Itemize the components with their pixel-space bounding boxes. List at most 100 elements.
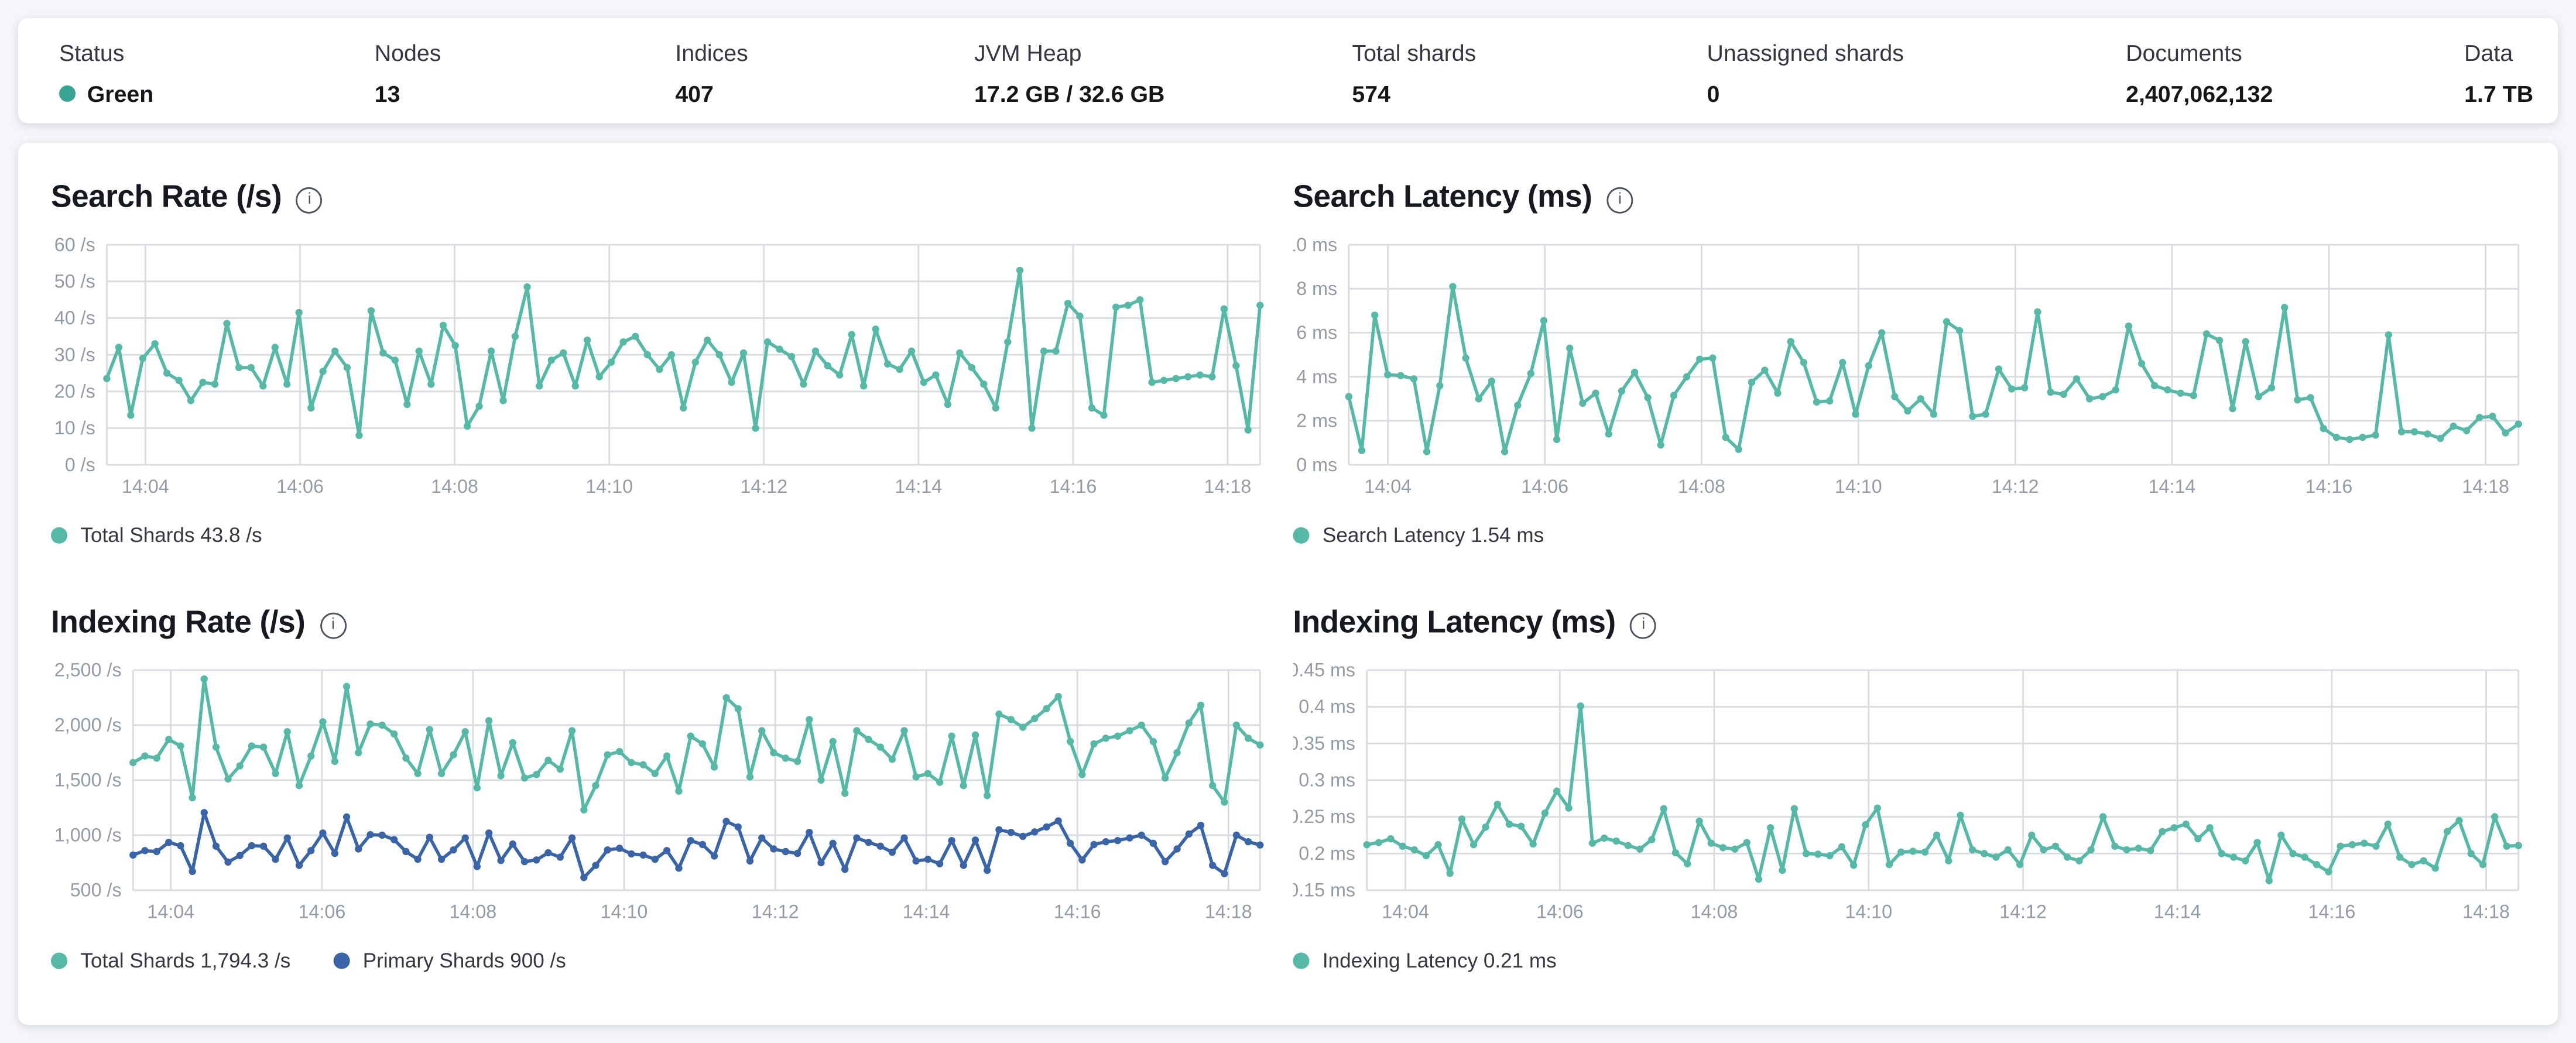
indexing-rate-legend: Total Shards 1,794.3 /s Primary Shards 90… (50, 948, 1273, 974)
stat-total-shards: Total shards 574 (1352, 39, 1476, 107)
x-axis-tick-label: 14:06 (299, 901, 346, 922)
legend-dot-icon (1293, 952, 1310, 969)
x-axis-tick-label: 14:04 (1382, 901, 1429, 922)
stat-value: 13 (374, 80, 400, 107)
x-axis-tick-label: 14:04 (1364, 476, 1412, 497)
x-axis-tick-label: 14:16 (2306, 476, 2353, 497)
search-rate-chart[interactable]: 0 /s 10 /s 20 /s 30 /s 40 /s 50 /s 60 /s 14:04 1… (51, 234, 1273, 512)
y-axis-tick-label: 0.4 ms (1299, 696, 1355, 717)
search-rate-plot[interactable]: 0 /s 10 /s 20 /s 30 /s 40 /s 50 /s 60 /s 14:04 1… (51, 234, 1267, 504)
y-axis-tick-label: 500 /s (70, 880, 122, 901)
stat-label: Status (59, 39, 125, 66)
y-axis-tick-label: 1,500 /s (54, 770, 122, 791)
y-axis-tick-label: 2 ms (1296, 410, 1337, 431)
stat-label: Data (2464, 39, 2513, 66)
x-axis-tick-label: 14:10 (585, 476, 633, 497)
stat-documents: Documents 2,407,062,132 (2126, 39, 2273, 107)
indexing-latency-chart[interactable]: 0.15 ms 0.2 ms 0.25 ms 0.3 ms 0.35 ms 0.4 ms 0… (1288, 660, 2528, 938)
x-axis-tick-label: 14:08 (1691, 901, 1738, 922)
y-axis-tick-label: 0.3 ms (1299, 770, 1355, 791)
legend-item[interactable]: Total Shards 1,794.3 /s (50, 949, 291, 973)
y-axis-tick-label: 2,000 /s (54, 715, 122, 736)
legend-dot-icon (50, 952, 68, 969)
y-axis-tick-label: 4 ms (1296, 366, 1337, 387)
y-axis-tick-label: 0.2 ms (1299, 843, 1355, 864)
x-axis-tick-label: 14:18 (1205, 901, 1252, 922)
y-axis-tick-label: 1,000 /s (54, 825, 122, 846)
chart-title: Search Rate (/s) (50, 180, 282, 215)
y-axis-tick-label: 0.25 ms (1293, 806, 1355, 827)
x-axis-tick-label: 14:06 (1536, 901, 1584, 922)
stat-label: Unassigned shards (1707, 39, 1904, 66)
stat-unassigned-shards: Unassigned shards 0 (1707, 39, 1904, 107)
search-latency-panel: Search Latency (ms) i 0 ms 2 ms 4 ms 6 ms 8 … (1286, 179, 2528, 548)
stat-label: Nodes (374, 39, 441, 66)
legend-item[interactable]: Total Shards 43.8 /s (50, 524, 262, 547)
legend-item[interactable]: Search Latency 1.54 ms (1293, 524, 1544, 547)
indexing-rate-chart[interactable]: 500 /s 1,000 /s 1,500 /s 2,000 /s 2,500 /s 14… (51, 660, 1273, 938)
x-axis-tick-label: 14:12 (752, 901, 799, 922)
y-axis-tick-label: 8 ms (1296, 278, 1337, 299)
stat-data-size: Data 1.7 TB (2464, 39, 2533, 107)
indexing-rate-panel: Indexing Rate (/s) i 500 /s 1,000 /s 1,500… (50, 605, 1273, 974)
health-status-icon (59, 85, 76, 102)
search-latency-chart[interactable]: 0 ms 2 ms 4 ms 6 ms 8 ms 10 ms 14:04 14:06 14:08… (1286, 234, 2528, 512)
indexing-rate-plot[interactable]: 500 /s 1,000 /s 1,500 /s 2,000 /s 2,500 /s 14… (51, 660, 1267, 929)
stat-value: 17.2 GB / 32.6 GB (974, 80, 1165, 107)
legend-label: Total Shards 1,794.3 /s (80, 949, 291, 973)
x-axis-tick-label: 14:08 (431, 476, 478, 497)
y-axis-tick-label: 0.15 ms (1293, 880, 1355, 901)
x-axis-tick-label: 14:16 (1054, 901, 1101, 922)
stat-value: 2,407,062,132 (2126, 80, 2273, 107)
stat-value: 1.7 TB (2464, 80, 2534, 107)
y-axis-tick-label: 50 /s (54, 270, 95, 291)
x-axis-tick-label: 14:12 (740, 476, 787, 497)
status-value-text: Green (87, 80, 154, 107)
y-axis-tick-label: 60 /s (54, 235, 95, 255)
x-axis-tick-label: 14:18 (2462, 901, 2510, 922)
info-icon[interactable]: i (1606, 187, 1633, 214)
chart-title: Indexing Latency (ms) (1293, 606, 1616, 641)
stat-label: Indices (675, 39, 748, 66)
y-axis-tick-label: 30 /s (54, 344, 95, 365)
stat-label: Total shards (1352, 39, 1477, 66)
x-axis-tick-label: 14:14 (2154, 901, 2201, 922)
legend-label: Primary Shards 900 /s (362, 949, 566, 973)
x-axis-tick-label: 14:16 (1050, 476, 1097, 497)
indexing-latency-plot[interactable]: 0.15 ms 0.2 ms 0.25 ms 0.3 ms 0.35 ms 0.4 ms 0… (1288, 660, 2525, 929)
chart-title: Indexing Rate (/s) (50, 606, 306, 641)
x-axis-tick-label: 14:04 (147, 901, 194, 922)
y-axis-tick-label: 20 /s (54, 380, 95, 402)
stat-status: Status Green (59, 39, 153, 107)
y-axis-tick-label: 2,500 /s (54, 660, 122, 681)
search-latency-legend: Search Latency 1.54 ms (1293, 522, 2528, 548)
y-axis-tick-label: 0 ms (1296, 454, 1337, 475)
y-axis-tick-label: 0.35 ms (1293, 733, 1355, 754)
x-axis-tick-label: 14:18 (1204, 476, 1252, 497)
stat-label: JVM Heap (974, 39, 1082, 66)
stat-nodes: Nodes 13 (375, 39, 441, 107)
y-axis-tick-label: 0.45 ms (1293, 660, 1355, 681)
info-icon[interactable]: i (1630, 612, 1657, 639)
x-axis-tick-label: 14:18 (2462, 476, 2509, 497)
x-axis-tick-label: 14:08 (1678, 476, 1725, 497)
legend-dot-icon (333, 952, 350, 969)
info-icon[interactable]: i (296, 187, 323, 214)
x-axis-tick-label: 14:06 (276, 476, 324, 497)
y-axis-tick-label: 10 ms (1293, 235, 1337, 255)
x-axis-tick-label: 14:10 (1845, 901, 1892, 922)
metrics-panel: Search Rate (/s) i 0 /s 10 /s 20 /s 30 /s 40… (18, 143, 2558, 1025)
search-latency-plot[interactable]: 0 ms 2 ms 4 ms 6 ms 8 ms 10 ms 14:04 14:06 14:08… (1286, 234, 2525, 504)
legend-dot-icon (1293, 527, 1310, 544)
x-axis-tick-label: 14:12 (1999, 901, 2047, 922)
stat-label: Documents (2126, 39, 2242, 66)
legend-item[interactable]: Indexing Latency 0.21 ms (1293, 949, 1557, 972)
y-axis-tick-label: 10 /s (54, 417, 95, 438)
x-axis-tick-label: 14:10 (1835, 476, 1882, 497)
stat-jvm-heap: JVM Heap 17.2 GB / 32.6 GB (974, 39, 1164, 107)
x-axis-tick-label: 14:06 (1521, 476, 1568, 497)
x-axis-tick-label: 14:12 (1992, 476, 2039, 497)
info-icon[interactable]: i (320, 612, 347, 639)
legend-label: Search Latency 1.54 ms (1322, 524, 1544, 547)
legend-item[interactable]: Primary Shards 900 /s (333, 949, 566, 972)
